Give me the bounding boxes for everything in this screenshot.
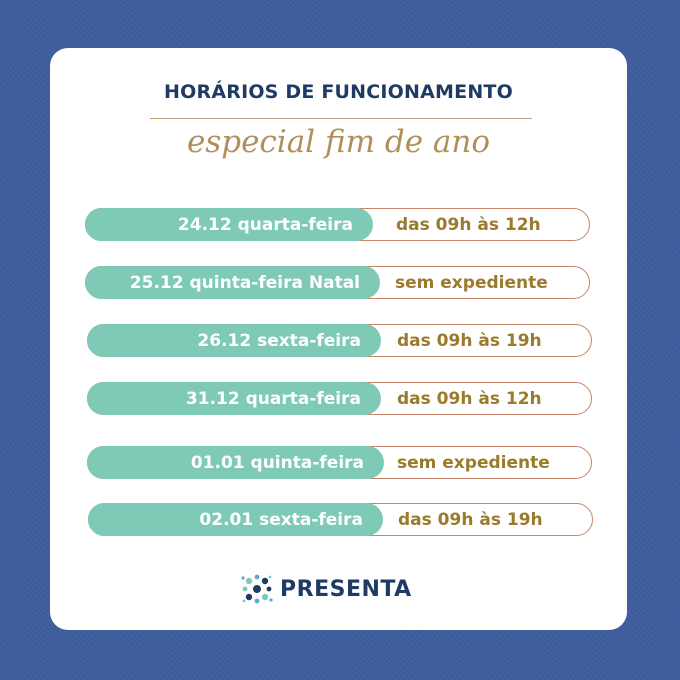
row-day-label: 01.01 quinta-feira bbox=[190, 452, 364, 473]
schedule-row: 24.12 quarta-feira das 09h às 12h bbox=[85, 208, 590, 241]
schedule-row: 25.12 quinta-feira Natal sem expediente bbox=[85, 266, 590, 299]
brand-name: PRESENTA bbox=[280, 576, 412, 602]
brand-logo: PRESENTA bbox=[240, 572, 412, 606]
row-day-label: 26.12 sexta-feira bbox=[197, 330, 361, 351]
row-hours-label: das 09h às 12h bbox=[397, 388, 542, 409]
schedule-card: HORÁRIOS DE FUNCIONAMENTO especial fim d… bbox=[50, 48, 627, 630]
row-day-pill: 25.12 quinta-feira Natal bbox=[85, 266, 380, 299]
row-day-pill: 31.12 quarta-feira bbox=[87, 382, 381, 415]
schedule-row: 02.01 sexta-feira das 09h às 19h bbox=[88, 503, 593, 536]
row-hours-label: das 09h às 19h bbox=[398, 509, 543, 530]
row-day-pill: 26.12 sexta-feira bbox=[87, 324, 381, 357]
row-day-pill: 01.01 quinta-feira bbox=[87, 446, 384, 479]
page-title: HORÁRIOS DE FUNCIONAMENTO bbox=[164, 81, 513, 103]
schedule-row: 31.12 quarta-feira das 09h às 12h bbox=[87, 382, 592, 415]
molecule-dots-icon bbox=[241, 574, 273, 604]
row-day-label: 24.12 quarta-feira bbox=[177, 214, 353, 235]
row-hours-label: das 09h às 12h bbox=[396, 214, 541, 235]
row-day-label: 31.12 quarta-feira bbox=[185, 388, 361, 409]
row-day-pill: 02.01 sexta-feira bbox=[88, 503, 383, 536]
row-day-pill: 24.12 quarta-feira bbox=[85, 208, 373, 241]
title-divider bbox=[150, 118, 532, 119]
page-subtitle: especial fim de ano bbox=[186, 124, 491, 160]
row-hours-label: sem expediente bbox=[395, 272, 548, 293]
row-day-label: 25.12 quinta-feira Natal bbox=[129, 272, 360, 293]
row-hours-label: sem expediente bbox=[397, 452, 550, 473]
schedule-row: 26.12 sexta-feira das 09h às 19h bbox=[87, 324, 592, 357]
row-hours-label: das 09h às 19h bbox=[397, 330, 542, 351]
row-day-label: 02.01 sexta-feira bbox=[199, 509, 363, 530]
schedule-row: 01.01 quinta-feira sem expediente bbox=[87, 446, 592, 479]
